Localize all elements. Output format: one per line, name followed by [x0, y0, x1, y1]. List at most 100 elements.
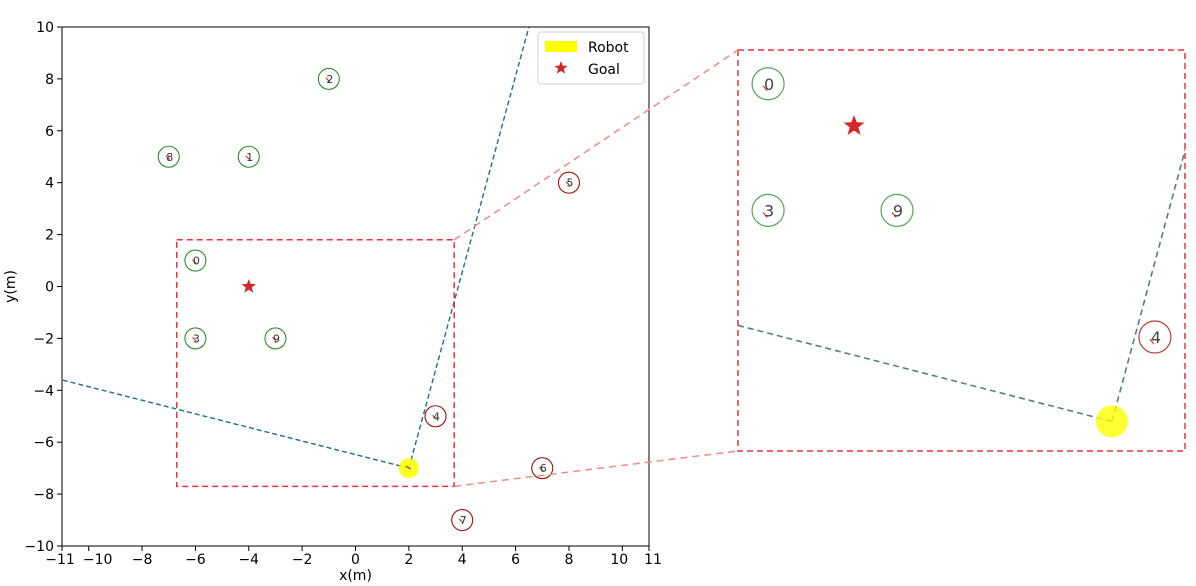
inset-agent-4: 4 — [1138, 320, 1172, 354]
agent-circle — [317, 67, 340, 90]
x-tick-label: 8 — [564, 552, 573, 568]
inset-agent-label: 4 — [1151, 328, 1161, 347]
agent-heading-arrow — [538, 466, 544, 472]
x-tick-label: 6 — [511, 552, 520, 568]
y-tick-label: −10 — [24, 539, 54, 555]
agent-heading-arrow — [565, 181, 571, 187]
agent-heading-arrow — [272, 337, 277, 342]
inset-fov-ray-0 — [738, 324, 1113, 423]
agent-heading-arrow — [458, 518, 464, 524]
inset-agent-circle — [880, 193, 914, 227]
inset-agent-3: 3 — [751, 193, 785, 227]
agent-6: 6 — [531, 457, 554, 480]
x-tick-label: −8 — [132, 552, 153, 568]
agent-9: 9 — [264, 327, 287, 350]
y-tick-label: 2 — [45, 228, 54, 244]
agent-label: 7 — [460, 514, 467, 527]
y-tick-label: −6 — [33, 435, 54, 451]
inset-agent-heading-arrow — [762, 85, 768, 92]
agent-8: 8 — [157, 145, 180, 168]
x-tick-label: 4 — [458, 552, 467, 568]
inset-agent-9: 9 — [880, 193, 914, 227]
inset-agent-circle — [751, 67, 785, 101]
legend: Robot Goal — [537, 31, 645, 85]
x-tick-label: 10 — [610, 552, 628, 568]
agent-label: 1 — [246, 151, 253, 164]
x-axis: −11 −10 −8 −6 −4 −2 0 2 4 6 8 10 11 x(m) — [45, 546, 662, 584]
y-tick-label: 4 — [45, 176, 54, 192]
inset-agent-0: 0 — [751, 67, 785, 101]
inset-goal-marker — [843, 114, 865, 135]
agent-circle — [157, 145, 180, 168]
inset-agent-label: 9 — [893, 201, 903, 220]
fov-ray-0 — [62, 379, 410, 469]
x-tick-label: −2 — [292, 552, 313, 568]
agent-circle — [184, 327, 207, 350]
x-tick-label: −4 — [238, 552, 259, 568]
zoom-region-box — [175, 239, 455, 488]
agent-label: 2 — [326, 73, 333, 86]
agent-circle — [264, 327, 287, 350]
agent-5: 5 — [557, 171, 581, 194]
y-axis: 10 8 6 4 2 0 −2 −4 −6 −8 −10 y(m) — [3, 20, 62, 555]
x-tick-label: 0 — [351, 552, 360, 568]
agent-label: 9 — [273, 332, 280, 345]
x-tick-label: 2 — [404, 552, 413, 568]
legend-robot-label: Robot — [588, 40, 629, 56]
agent-label: 5 — [566, 177, 573, 190]
agent-label: 3 — [193, 332, 200, 345]
goal-marker — [241, 279, 256, 293]
agent-heading-arrow — [192, 259, 197, 264]
y-axis-label: y(m) — [3, 270, 19, 303]
inset-agent-heading-arrow — [762, 212, 768, 218]
inset-agent-circle — [1138, 320, 1172, 354]
agent-1: 1 — [237, 145, 260, 168]
inset-agent-label: 0 — [764, 75, 774, 94]
agent-0: 0 — [184, 249, 207, 272]
connector-top — [453, 49, 739, 241]
agent-heading-arrow — [192, 337, 197, 342]
agent-circle — [451, 508, 474, 532]
y-tick-label: 10 — [36, 20, 54, 36]
agent-circle — [557, 171, 581, 194]
y-tick-label: 0 — [45, 280, 54, 296]
inset-agent-heading-arrow — [1149, 338, 1155, 345]
agent-label: 4 — [433, 410, 440, 423]
inset-agent-heading-arrow — [891, 212, 897, 218]
agent-7: 7 — [451, 508, 474, 532]
inset-fov-rays — [738, 147, 1185, 423]
x-tick-label: 11 — [644, 552, 662, 568]
inset-frame — [737, 49, 1186, 452]
y-tick-label: −2 — [33, 331, 54, 347]
inset-robot-marker — [1095, 405, 1128, 438]
agent-heading-arrow — [245, 155, 251, 161]
fov-ray-1 — [408, 27, 530, 469]
agent-heading-arrow — [432, 414, 437, 420]
x-tick-label: −6 — [185, 552, 206, 568]
y-tick-label: −8 — [33, 487, 54, 503]
legend-robot-swatch — [545, 41, 577, 52]
legend-goal-swatch — [554, 61, 568, 74]
x-tick-label: −10 — [83, 552, 113, 568]
y-tick-label: 6 — [45, 124, 54, 140]
y-tick-label: −4 — [33, 383, 54, 399]
agent-circle — [424, 405, 447, 428]
x-axis-label: x(m) — [339, 568, 372, 584]
legend-goal-label: Goal — [588, 62, 620, 78]
agent-heading-arrow — [165, 155, 171, 161]
x-tick-label: −11 — [45, 552, 75, 568]
fov-rays — [62, 27, 530, 469]
inset-agent-label: 3 — [764, 201, 774, 220]
plot-frame — [61, 26, 650, 547]
robot-heading-arrow — [405, 465, 412, 470]
y-tick-label: 8 — [45, 72, 54, 88]
agent-circle — [184, 249, 207, 272]
inset-fov-ray-1 — [1111, 147, 1185, 422]
agent-4: 4 — [424, 405, 447, 428]
zoom-inset: 0 3 4 9 — [737, 49, 1186, 452]
connector-bottom — [454, 450, 739, 488]
agent-circle — [531, 457, 554, 480]
agent-label: 6 — [540, 462, 547, 475]
agent-heading-arrow — [325, 77, 331, 83]
